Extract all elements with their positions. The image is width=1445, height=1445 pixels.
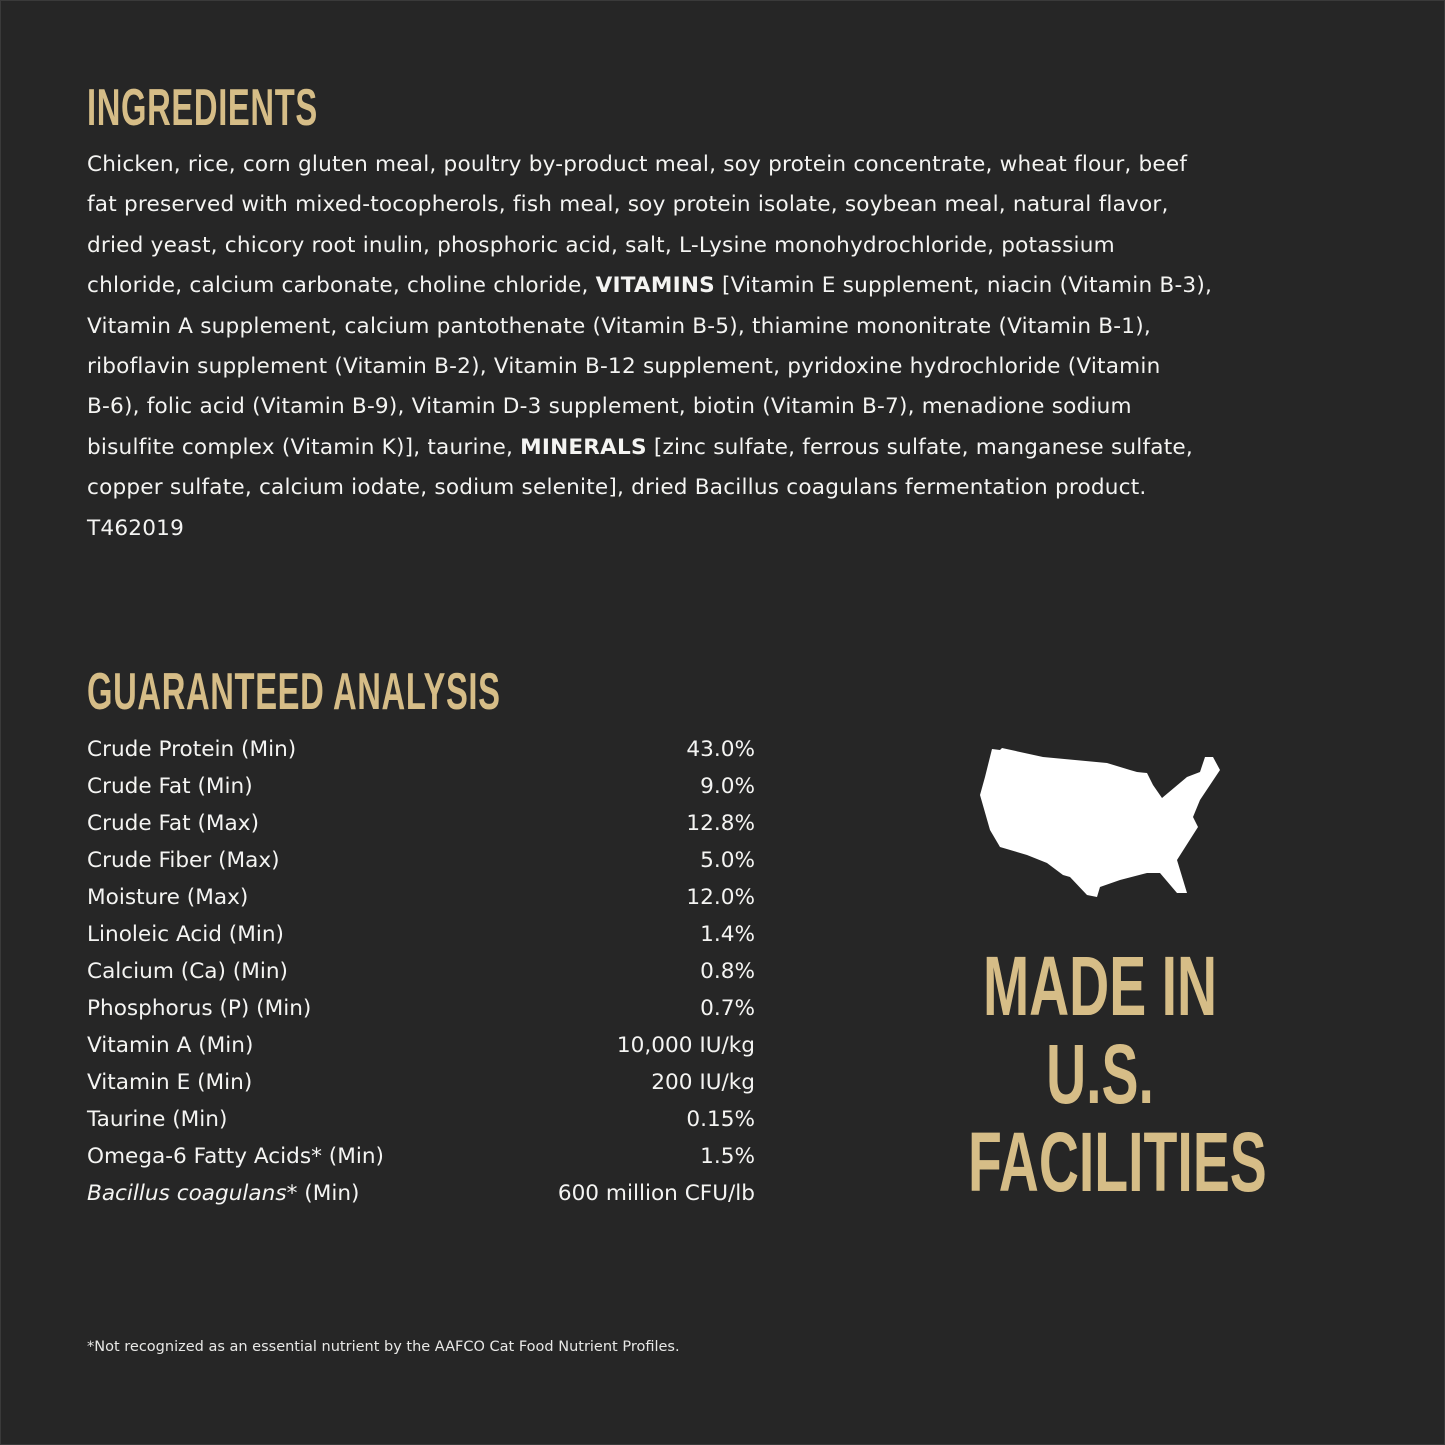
analysis-label: Crude Protein (Min) bbox=[87, 731, 296, 768]
analysis-row: Moisture (Max) 12.0% bbox=[87, 879, 755, 916]
ingredient-category: MINERALS bbox=[520, 434, 647, 460]
ingredient-text: T462019 bbox=[87, 515, 185, 541]
analysis-label-text: Omega-6 Fatty Acids* (Min) bbox=[87, 1144, 384, 1169]
analysis-row: Linoleic Acid (Min) 1.4% bbox=[87, 916, 755, 953]
analysis-label: Vitamin A (Min) bbox=[87, 1027, 253, 1064]
analysis-row: Crude Fat (Min) 9.0% bbox=[87, 768, 755, 805]
ingredient-text: fat preserved with mixed-tocopherols, fi… bbox=[87, 192, 1169, 218]
ingredient-text: Chicken, rice, corn gluten meal, poultry… bbox=[87, 152, 1188, 177]
ingredient-text: bisulfite complex (Vitamin K)], taurine, bbox=[87, 434, 521, 460]
analysis-row: Vitamin E (Min) 200 IU/kg bbox=[87, 1064, 755, 1101]
analysis-label: Vitamin E (Min) bbox=[87, 1064, 252, 1101]
analysis-row: Taurine (Min) 0.15% bbox=[87, 1101, 755, 1138]
analysis-value: 10,000 IU/kg bbox=[616, 1033, 755, 1058]
ingredient-text: dried yeast, chicory root inulin, phosph… bbox=[87, 232, 1115, 258]
analysis-label: Omega-6 Fatty Acids* (Min) bbox=[87, 1138, 384, 1175]
ingredients-line: riboflavin supplement (Vitamin B-2), Vit… bbox=[87, 347, 1212, 387]
analysis-value: 9.0% bbox=[700, 774, 755, 799]
badge-line: U.S. bbox=[1046, 1027, 1154, 1121]
analysis-row: Phosphorus (P) (Min) 0.7% bbox=[87, 990, 755, 1027]
analysis-label-text: Crude Fiber (Max) bbox=[87, 848, 280, 873]
analysis-row: Vitamin A (Min) 10,000 IU/kg bbox=[87, 1027, 755, 1064]
guaranteed-analysis-heading: GUARANTEED ANALYSIS bbox=[87, 663, 501, 721]
ingredients-line: copper sulfate, calcium iodate, sodium s… bbox=[87, 468, 1212, 508]
analysis-label: Crude Fat (Min) bbox=[87, 768, 253, 805]
footnote: *Not recognized as an essential nutrient… bbox=[87, 1339, 680, 1355]
analysis-label-text: Moisture (Max) bbox=[87, 885, 249, 910]
analysis-value: 0.7% bbox=[700, 996, 755, 1021]
ingredient-text: Vitamin A supplement, calcium pantothena… bbox=[87, 313, 1151, 339]
ingredient-text: chloride, calcium carbonate, choline chl… bbox=[87, 273, 596, 299]
badge-line: FACILITIES bbox=[968, 1115, 1267, 1209]
analysis-value: 1.4% bbox=[700, 922, 755, 947]
analysis-label-text: Crude Fat (Min) bbox=[87, 774, 253, 799]
analysis-label-text: Calcium (Ca) (Min) bbox=[87, 959, 288, 984]
analysis-row: Crude Protein (Min) 43.0% bbox=[87, 731, 755, 768]
analysis-value: 1.5% bbox=[700, 1144, 755, 1169]
analysis-label: Bacillus coagulans* (Min) bbox=[87, 1175, 359, 1212]
analysis-row: Calcium (Ca) (Min) 0.8% bbox=[87, 953, 755, 990]
made-in-us-badge: MADE IN U.S. FACILITIES bbox=[900, 942, 1300, 1206]
analysis-label-text: * (Min) bbox=[286, 1181, 360, 1206]
analysis-row: Omega-6 Fatty Acids* (Min) 1.5% bbox=[87, 1138, 755, 1175]
analysis-value: 12.8% bbox=[686, 811, 755, 836]
ingredients-line: B-6), folic acid (Vitamin B-9), Vitamin … bbox=[87, 387, 1212, 427]
analysis-row: Bacillus coagulans* (Min) 600 million CFU… bbox=[87, 1175, 755, 1212]
analysis-label-text: Linoleic Acid (Min) bbox=[87, 922, 284, 947]
analysis-label: Crude Fat (Max) bbox=[87, 805, 259, 842]
ingredients-list: Chicken, rice, corn gluten meal, poultry… bbox=[87, 145, 1212, 549]
ingredients-line: dried yeast, chicory root inulin, phosph… bbox=[87, 226, 1212, 266]
ingredients-line: bisulfite complex (Vitamin K)], taurine,… bbox=[87, 428, 1212, 468]
analysis-label: Crude Fiber (Max) bbox=[87, 842, 280, 879]
ingredients-line: fat preserved with mixed-tocopherols, fi… bbox=[87, 185, 1212, 225]
badge-line: MADE IN bbox=[982, 939, 1218, 1033]
ingredients-line: T462019 bbox=[87, 509, 1212, 549]
ingredient-text: [zinc sulfate, ferrous sulfate, manganes… bbox=[646, 434, 1193, 460]
analysis-value: 5.0% bbox=[700, 848, 755, 873]
analysis-label-text: Vitamin E (Min) bbox=[87, 1070, 253, 1095]
ingredients-heading: INGREDIENTS bbox=[87, 79, 318, 137]
analysis-label: Moisture (Max) bbox=[87, 879, 248, 916]
analysis-value: 0.8% bbox=[700, 959, 755, 984]
analysis-label-text: Vitamin A (Min) bbox=[87, 1033, 254, 1058]
ingredients-line: Chicken, rice, corn gluten meal, poultry… bbox=[87, 145, 1212, 185]
analysis-label-text: Phosphorus (P) (Min) bbox=[87, 996, 312, 1021]
analysis-value: 600 million CFU/lb bbox=[557, 1181, 755, 1206]
guaranteed-analysis-table: Crude Protein (Min) 43.0% Crude Fat (Min) 9… bbox=[87, 731, 755, 1212]
ingredients-line: Vitamin A supplement, calcium pantothena… bbox=[87, 307, 1212, 347]
analysis-value: 43.0% bbox=[686, 737, 755, 762]
analysis-label: Phosphorus (P) (Min) bbox=[87, 990, 311, 1027]
analysis-label: Calcium (Ca) (Min) bbox=[87, 953, 288, 990]
analysis-value: 12.0% bbox=[686, 885, 755, 910]
analysis-label: Taurine (Min) bbox=[87, 1101, 227, 1138]
analysis-label-text: Taurine (Min) bbox=[87, 1107, 228, 1132]
analysis-label-text: Crude Protein (Min) bbox=[87, 737, 297, 762]
analysis-label-text: Crude Fat (Max) bbox=[87, 811, 259, 836]
ingredient-text: [Vitamin E supplement, niacin (Vitamin B… bbox=[714, 273, 1213, 299]
analysis-label-italic: Bacillus coagulans bbox=[87, 1181, 287, 1206]
ingredient-text: copper sulfate, calcium iodate, sodium s… bbox=[87, 475, 1147, 501]
ingredient-text: B-6), folic acid (Vitamin B-9), Vitamin … bbox=[87, 394, 1132, 420]
analysis-label: Linoleic Acid (Min) bbox=[87, 916, 284, 953]
analysis-row: Crude Fat (Max) 12.8% bbox=[87, 805, 755, 842]
analysis-value: 200 IU/kg bbox=[651, 1070, 755, 1095]
ingredient-category: VITAMINS bbox=[595, 273, 715, 299]
analysis-value: 0.15% bbox=[686, 1107, 755, 1132]
ingredients-line: chloride, calcium carbonate, choline chl… bbox=[87, 266, 1212, 306]
ingredient-text: riboflavin supplement (Vitamin B-2), Vit… bbox=[87, 353, 1161, 379]
analysis-row: Crude Fiber (Max) 5.0% bbox=[87, 842, 755, 879]
